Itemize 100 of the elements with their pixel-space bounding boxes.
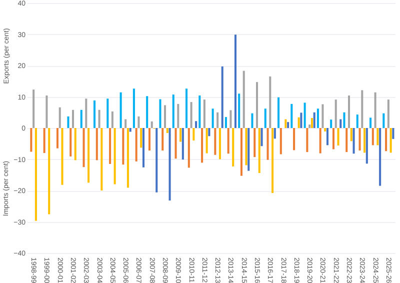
bar — [140, 128, 142, 148]
bar — [280, 128, 282, 154]
bar — [132, 88, 135, 128]
bar — [304, 102, 306, 128]
bar — [348, 96, 350, 128]
bar — [376, 128, 379, 146]
bar — [188, 128, 190, 168]
bar — [326, 128, 328, 146]
bar — [390, 128, 392, 153]
bar — [43, 128, 46, 153]
bar — [72, 110, 74, 128]
bar — [313, 112, 316, 128]
bar — [240, 128, 242, 176]
bar — [330, 120, 332, 128]
bar — [182, 128, 184, 160]
bar — [358, 128, 361, 150]
bar — [256, 82, 258, 128]
bar — [287, 122, 290, 128]
bar — [148, 128, 150, 150]
bar — [74, 128, 76, 160]
bar — [177, 104, 180, 128]
bar — [203, 100, 206, 128]
bar — [138, 116, 140, 128]
bar — [245, 128, 248, 166]
bar — [80, 110, 82, 128]
bar — [190, 102, 192, 128]
bar — [208, 128, 210, 136]
bar — [111, 111, 114, 128]
bar — [94, 100, 96, 128]
bar — [251, 113, 254, 128]
bar — [350, 128, 352, 142]
bar — [224, 117, 227, 128]
bar — [124, 119, 127, 128]
bar — [284, 119, 287, 128]
bar — [67, 116, 70, 128]
bar — [142, 128, 144, 168]
bar — [106, 98, 109, 128]
bar — [324, 128, 326, 132]
bar — [32, 90, 35, 128]
bar — [274, 128, 276, 139]
bar — [372, 128, 374, 146]
bar — [385, 128, 388, 152]
bar — [168, 128, 171, 200]
bar — [290, 104, 293, 128]
bar — [382, 113, 385, 128]
bar — [234, 34, 236, 128]
bar — [120, 92, 122, 128]
bar — [248, 128, 250, 171]
bar — [159, 99, 162, 128]
bar — [96, 128, 98, 160]
bar — [346, 128, 348, 152]
bar — [379, 128, 382, 186]
bar — [340, 119, 342, 128]
bar — [48, 128, 50, 214]
bar — [56, 128, 58, 148]
bar — [310, 118, 313, 128]
bar — [387, 100, 390, 128]
bar — [216, 112, 219, 128]
bar — [266, 128, 269, 160]
bar — [201, 128, 204, 163]
bar — [206, 128, 208, 154]
bar — [392, 128, 394, 139]
bar — [82, 128, 85, 168]
bar — [218, 128, 221, 160]
bar — [364, 128, 366, 153]
bar — [370, 118, 372, 128]
bar — [146, 96, 148, 128]
bar — [156, 128, 158, 192]
bar — [230, 110, 232, 128]
bar — [366, 128, 368, 164]
bar — [316, 108, 319, 128]
bar — [334, 100, 337, 128]
bar — [227, 128, 230, 154]
bar — [114, 128, 116, 184]
bar — [122, 128, 124, 165]
bar — [352, 128, 355, 154]
bar — [129, 128, 132, 132]
bar — [195, 121, 198, 128]
bar — [164, 105, 166, 128]
bar — [61, 128, 64, 185]
bar — [109, 128, 112, 164]
bar — [85, 98, 88, 128]
bar — [214, 128, 216, 155]
bar — [221, 66, 224, 128]
bar — [322, 104, 324, 128]
bar — [272, 128, 274, 193]
bar — [150, 121, 153, 128]
bar — [238, 94, 240, 128]
bar — [298, 117, 300, 128]
bar — [293, 128, 296, 150]
bar — [269, 76, 272, 128]
bar — [319, 128, 322, 154]
bar — [343, 112, 346, 128]
bar — [162, 128, 164, 150]
bar — [232, 128, 234, 166]
bar — [254, 128, 256, 158]
bar — [100, 128, 103, 190]
bar — [374, 92, 376, 128]
bar — [34, 128, 37, 221]
bar — [70, 128, 72, 156]
